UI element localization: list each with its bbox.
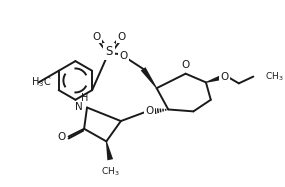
Text: S: S	[105, 45, 113, 58]
Text: O: O	[120, 51, 128, 61]
Text: N: N	[76, 102, 83, 112]
Text: O: O	[93, 32, 101, 42]
Text: CH$_3$: CH$_3$	[101, 165, 119, 178]
Text: O: O	[220, 72, 229, 82]
Text: CH$_3$: CH$_3$	[265, 70, 284, 83]
Polygon shape	[106, 141, 113, 160]
Text: O: O	[146, 106, 154, 116]
Text: H$_3$C: H$_3$C	[31, 76, 51, 89]
Text: H: H	[82, 93, 89, 103]
Text: O: O	[58, 131, 66, 142]
Text: O: O	[182, 60, 190, 70]
Text: O: O	[118, 32, 126, 42]
Polygon shape	[206, 74, 225, 83]
Polygon shape	[141, 67, 157, 88]
